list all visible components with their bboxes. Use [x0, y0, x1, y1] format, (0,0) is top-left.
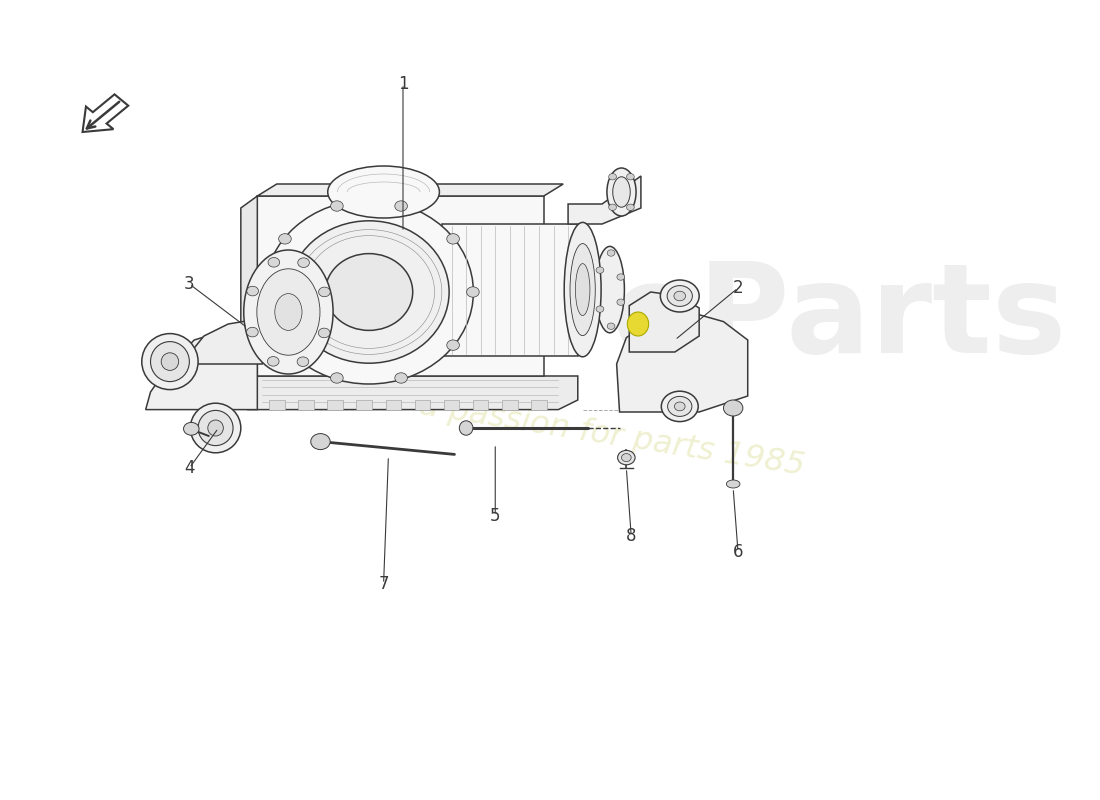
Circle shape	[246, 327, 258, 337]
Text: eu|roParts: eu|roParts	[331, 258, 1067, 382]
Circle shape	[278, 234, 292, 244]
Text: 6: 6	[733, 543, 744, 561]
Ellipse shape	[564, 222, 601, 357]
Ellipse shape	[208, 420, 223, 436]
Polygon shape	[257, 184, 563, 196]
Circle shape	[246, 286, 258, 296]
Polygon shape	[629, 292, 700, 352]
Ellipse shape	[162, 353, 178, 370]
Circle shape	[298, 258, 309, 267]
Ellipse shape	[142, 334, 198, 390]
Polygon shape	[442, 224, 578, 356]
Ellipse shape	[613, 177, 630, 207]
Polygon shape	[298, 400, 314, 410]
Polygon shape	[356, 400, 372, 410]
Circle shape	[297, 357, 309, 366]
Polygon shape	[385, 400, 402, 410]
Ellipse shape	[595, 246, 625, 333]
Ellipse shape	[627, 312, 649, 336]
Ellipse shape	[674, 291, 685, 301]
Circle shape	[395, 201, 407, 211]
Circle shape	[310, 434, 330, 450]
Ellipse shape	[661, 391, 698, 422]
Circle shape	[395, 373, 407, 383]
Circle shape	[617, 274, 625, 280]
Polygon shape	[241, 196, 257, 386]
Text: a passion for parts 1985: a passion for parts 1985	[417, 390, 806, 482]
Ellipse shape	[326, 254, 412, 330]
Polygon shape	[328, 400, 343, 410]
Circle shape	[331, 201, 343, 211]
Ellipse shape	[328, 166, 439, 218]
Ellipse shape	[617, 450, 635, 465]
Ellipse shape	[244, 250, 333, 374]
Circle shape	[607, 250, 615, 256]
Polygon shape	[415, 400, 430, 410]
Ellipse shape	[265, 200, 473, 384]
Polygon shape	[617, 312, 748, 412]
Circle shape	[608, 174, 616, 180]
Polygon shape	[189, 320, 272, 364]
Ellipse shape	[660, 280, 700, 312]
Circle shape	[607, 323, 615, 330]
Text: 7: 7	[378, 575, 388, 593]
Polygon shape	[257, 196, 543, 376]
Polygon shape	[568, 176, 641, 224]
Ellipse shape	[190, 403, 241, 453]
Text: 5: 5	[490, 507, 500, 525]
Circle shape	[466, 286, 480, 298]
Circle shape	[447, 234, 460, 244]
Ellipse shape	[674, 402, 685, 411]
Text: 2: 2	[733, 279, 744, 297]
Circle shape	[596, 267, 604, 274]
Ellipse shape	[275, 294, 302, 330]
Circle shape	[627, 174, 635, 180]
Ellipse shape	[726, 480, 740, 488]
Circle shape	[268, 258, 279, 267]
Text: 4: 4	[184, 459, 195, 477]
Polygon shape	[502, 400, 518, 410]
Circle shape	[319, 287, 330, 297]
Polygon shape	[443, 400, 460, 410]
Circle shape	[596, 306, 604, 312]
Ellipse shape	[198, 410, 233, 446]
Ellipse shape	[289, 221, 449, 363]
Ellipse shape	[460, 421, 473, 435]
Ellipse shape	[621, 454, 631, 462]
Ellipse shape	[575, 263, 590, 315]
Circle shape	[267, 357, 279, 366]
Circle shape	[278, 340, 292, 350]
Polygon shape	[145, 328, 257, 410]
Circle shape	[318, 328, 330, 338]
Circle shape	[608, 204, 616, 210]
Ellipse shape	[668, 396, 692, 416]
Circle shape	[331, 373, 343, 383]
Polygon shape	[233, 376, 578, 410]
Ellipse shape	[570, 243, 595, 336]
Circle shape	[724, 400, 743, 416]
Polygon shape	[270, 400, 285, 410]
Circle shape	[627, 204, 635, 210]
Circle shape	[258, 286, 272, 298]
Text: 3: 3	[184, 275, 195, 293]
Ellipse shape	[607, 168, 636, 216]
Ellipse shape	[151, 342, 189, 382]
Polygon shape	[531, 400, 547, 410]
Text: 1: 1	[398, 75, 408, 93]
Ellipse shape	[256, 269, 320, 355]
Polygon shape	[473, 400, 488, 410]
Circle shape	[617, 299, 625, 306]
Circle shape	[447, 340, 460, 350]
Ellipse shape	[667, 286, 692, 306]
Circle shape	[184, 422, 199, 435]
Text: 8: 8	[626, 527, 637, 545]
